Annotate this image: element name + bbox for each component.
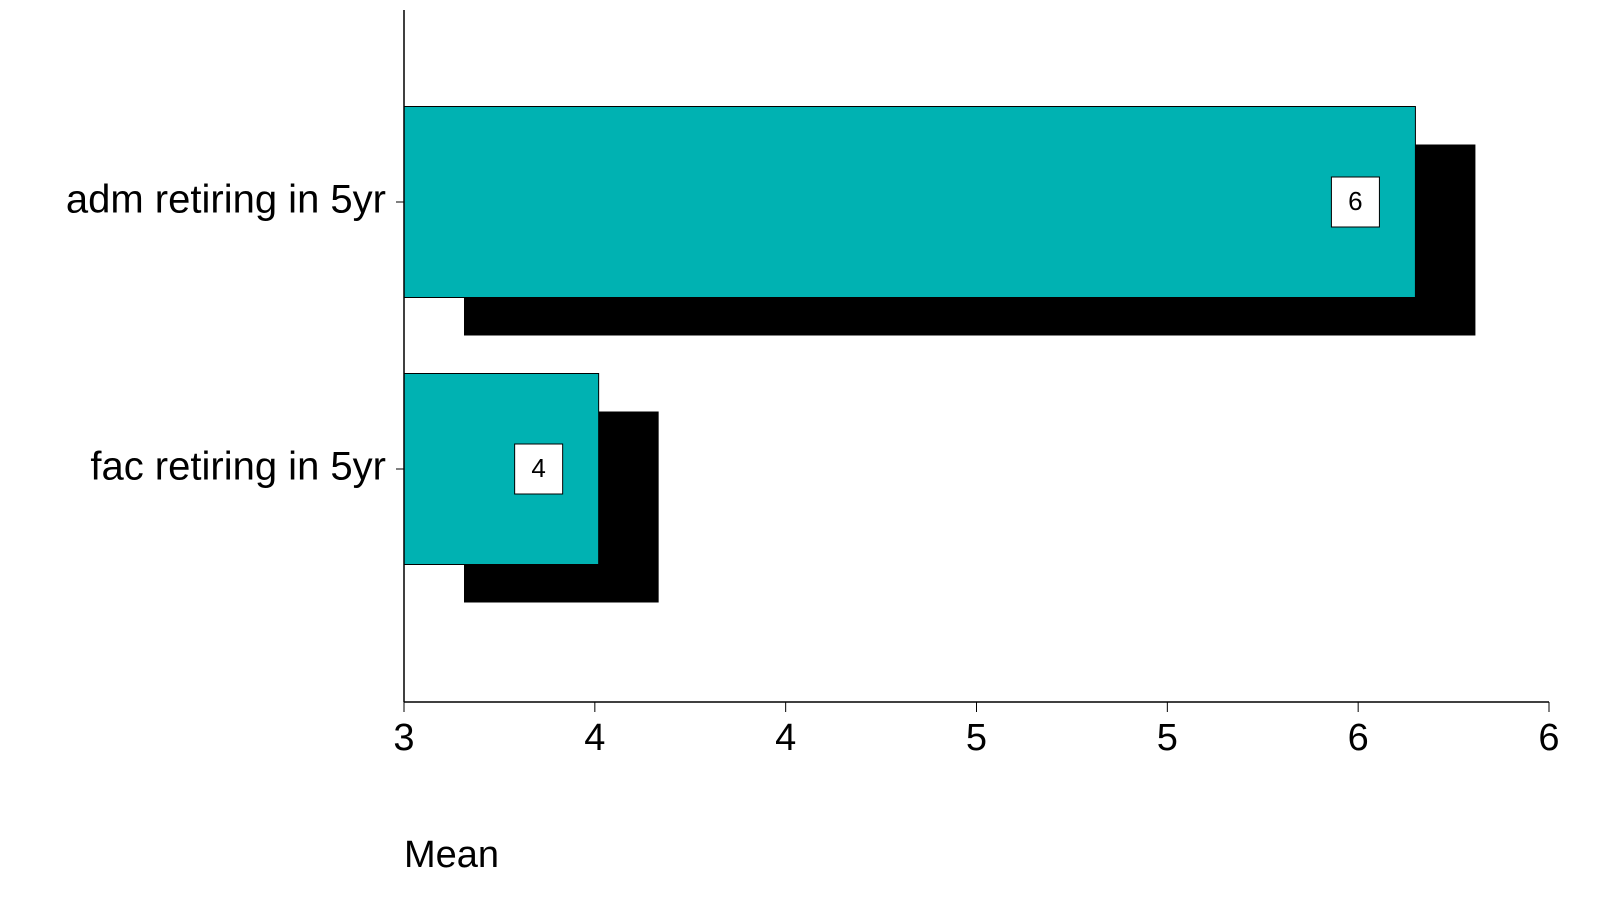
x-tick-label: 6 xyxy=(1538,717,1559,759)
value-label: 6 xyxy=(1348,186,1362,216)
y-tick-label: fac retiring in 5yr xyxy=(90,445,386,489)
x-tick-label: 5 xyxy=(966,717,987,759)
bar xyxy=(403,373,600,565)
value-label-box xyxy=(514,443,564,495)
bar xyxy=(403,106,1416,298)
x-tick-label: 6 xyxy=(1348,717,1369,759)
y-tick-label: adm retiring in 5yr xyxy=(66,178,386,222)
value-label: 4 xyxy=(531,453,545,483)
x-tick-label: 4 xyxy=(584,717,605,759)
x-tick-label: 5 xyxy=(1157,717,1178,759)
x-axis-title: Mean xyxy=(404,834,499,876)
x-tick-label: 4 xyxy=(775,717,796,759)
x-tick-label: 3 xyxy=(393,717,414,759)
value-label-box xyxy=(1330,176,1380,228)
